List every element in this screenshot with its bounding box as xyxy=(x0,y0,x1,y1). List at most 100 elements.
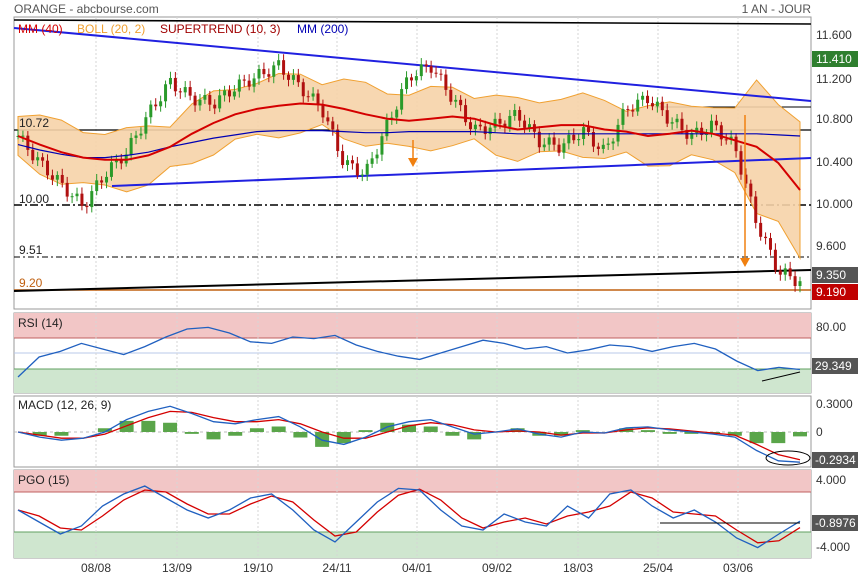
candle-body xyxy=(336,129,340,152)
pgo-line xyxy=(17,485,801,549)
candle-body xyxy=(321,105,325,118)
legend-mm200: MM (200) xyxy=(297,22,348,36)
candle-body xyxy=(350,160,354,164)
price-tag-ma xyxy=(812,51,858,67)
candle-body xyxy=(719,125,723,140)
candle-body xyxy=(154,104,158,107)
macd-highlight-ellipse xyxy=(765,450,811,466)
rsi-oversold-zone xyxy=(14,369,811,393)
candle-body xyxy=(709,120,713,133)
candle-body xyxy=(26,135,30,150)
candle-body xyxy=(601,144,605,149)
candle-body xyxy=(291,75,295,80)
pgo-tick: 4.000 xyxy=(816,473,846,487)
x-tick-label: 19/10 xyxy=(243,561,273,575)
candle-body xyxy=(173,77,177,92)
candlesticks xyxy=(16,53,802,293)
candle-body xyxy=(80,193,84,206)
bollinger-band xyxy=(17,72,801,261)
candle-body xyxy=(252,78,256,87)
candle-body xyxy=(749,183,753,197)
candle-body xyxy=(488,127,492,135)
pgo-tick: -4.000 xyxy=(816,540,850,554)
price-tick: 10.000 xyxy=(816,197,853,211)
trendline-long-black xyxy=(13,269,812,292)
candle-body xyxy=(400,89,404,110)
candle-body xyxy=(193,95,197,106)
candle-body xyxy=(46,160,50,176)
pgo-overbought-zone xyxy=(14,470,811,492)
candle-body xyxy=(405,77,409,90)
candle-body xyxy=(134,135,138,138)
x-tick-label: 24/11 xyxy=(322,561,351,575)
pgo-value: -0.8976 xyxy=(815,516,856,530)
candle-body xyxy=(773,249,777,271)
candle-body xyxy=(468,122,472,130)
candle-body xyxy=(636,99,640,112)
candle-body xyxy=(587,127,591,132)
candle-body xyxy=(70,196,74,198)
x-gridlines xyxy=(95,17,739,558)
price-tick: 10.400 xyxy=(816,155,853,169)
candle-body xyxy=(36,157,40,161)
candle-body xyxy=(523,120,527,128)
candle-body xyxy=(60,174,64,183)
candle-body xyxy=(429,66,433,73)
candle-body xyxy=(508,115,512,127)
candle-body xyxy=(606,143,610,145)
candle-body xyxy=(473,124,477,130)
candle-body xyxy=(296,75,300,83)
candle-body xyxy=(119,158,123,164)
x-tick-label: 08/08 xyxy=(81,561,111,575)
rsi-line xyxy=(17,326,801,378)
candle-body xyxy=(168,77,172,85)
candle-body xyxy=(183,87,187,93)
candle-body xyxy=(793,276,797,287)
candle-body xyxy=(341,151,345,166)
candle-body xyxy=(562,143,566,153)
price-tick: 9.600 xyxy=(816,239,846,253)
candle-body xyxy=(483,126,487,135)
candle-body xyxy=(247,80,251,87)
candle-body xyxy=(419,64,423,77)
period-label: 1 AN - JOUR xyxy=(742,2,812,16)
level-label-9.51: 9.51 xyxy=(19,243,43,257)
candle-body xyxy=(646,95,650,104)
pgo-value-tag xyxy=(812,515,858,531)
candle-body xyxy=(65,182,69,197)
x-axis-labels: 08/08 13/09 19/10 24/11 04/01 09/02 18/03 25/04… xyxy=(81,561,753,575)
candle-body xyxy=(50,175,54,180)
candle-body xyxy=(444,74,448,90)
candle-body xyxy=(232,91,236,97)
candle-body xyxy=(665,110,669,124)
candle-body xyxy=(100,180,104,183)
rsi-tick: 80.00 xyxy=(816,320,846,334)
price-tag-last xyxy=(812,267,858,283)
candle-body xyxy=(572,134,576,141)
candle-body xyxy=(380,136,384,155)
candle-body xyxy=(577,139,581,141)
candle-body xyxy=(641,95,645,100)
pgo-oversold-zone xyxy=(14,532,811,558)
candle-body xyxy=(503,123,507,127)
candle-body xyxy=(237,79,241,92)
candle-body xyxy=(660,101,664,111)
mm40-line xyxy=(17,102,801,191)
candle-body xyxy=(41,157,45,161)
candle-body xyxy=(267,74,271,77)
macd-value: -0.2934 xyxy=(815,453,856,467)
candle-body xyxy=(31,149,35,161)
candle-body xyxy=(754,196,758,223)
candle-body xyxy=(164,84,168,102)
candle-body xyxy=(414,76,418,81)
candle-body xyxy=(759,222,763,237)
candle-body xyxy=(198,99,202,106)
price-tag-last-text: 9.350 xyxy=(816,268,846,282)
candle-body xyxy=(493,118,497,128)
candle-body xyxy=(621,109,625,125)
price-tick: 11.600 xyxy=(816,28,852,42)
candle-body xyxy=(149,104,153,118)
chart-title: ORANGE - abcbourse.com xyxy=(14,2,159,16)
candle-body xyxy=(675,118,679,123)
